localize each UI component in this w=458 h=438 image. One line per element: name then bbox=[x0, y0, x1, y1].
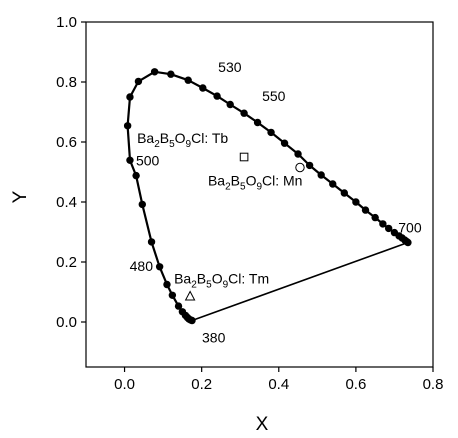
locus-point bbox=[340, 189, 349, 197]
formula-text: Cl: Tm bbox=[228, 271, 269, 287]
formula-text: Ba bbox=[137, 130, 154, 146]
wavelength-label: 500 bbox=[136, 152, 160, 168]
locus-point bbox=[384, 224, 393, 233]
wavelength-label: 700 bbox=[398, 220, 422, 236]
locus-point bbox=[167, 70, 175, 78]
sample-label: Ba2B5O9Cl: Tm bbox=[174, 271, 269, 291]
formula-text: B bbox=[197, 271, 206, 287]
locus-point bbox=[126, 156, 134, 164]
x-tick-label: 0.8 bbox=[423, 376, 444, 393]
locus-point bbox=[317, 171, 325, 179]
y-tick-label: 0.2 bbox=[56, 254, 77, 271]
x-tick-label: 0.6 bbox=[345, 376, 366, 393]
formula-subscript: 2 bbox=[225, 182, 231, 193]
y-tick-label: 0.4 bbox=[56, 194, 77, 211]
y-tick-label: 1.0 bbox=[56, 14, 77, 31]
formula-text: O bbox=[246, 173, 257, 189]
formula-subscript: 2 bbox=[154, 139, 160, 150]
locus-point bbox=[178, 308, 187, 316]
locus-point bbox=[174, 302, 183, 310]
y-tick-label: 0.0 bbox=[56, 314, 77, 331]
formula-text: O bbox=[175, 130, 186, 146]
locus-point bbox=[199, 84, 207, 92]
locus-point bbox=[280, 139, 289, 147]
locus-point bbox=[123, 122, 132, 130]
wavelength-label-layer: 380 480 500 530 550 700 bbox=[130, 59, 422, 345]
locus-point bbox=[240, 109, 248, 117]
locus-point bbox=[371, 213, 379, 222]
locus-point bbox=[138, 200, 146, 209]
formula-subscript: 5 bbox=[169, 139, 175, 150]
locus-point bbox=[150, 68, 159, 76]
sample-marker-square bbox=[239, 152, 249, 162]
locus-point bbox=[226, 100, 234, 109]
formula-text: Ba bbox=[174, 271, 191, 287]
y-tick-label: 0.8 bbox=[56, 74, 77, 91]
wavelength-label: 530 bbox=[218, 59, 242, 75]
locus-point bbox=[163, 280, 171, 289]
locus-point bbox=[184, 76, 192, 84]
locus-point bbox=[361, 206, 370, 214]
sample-label: Ba2B5O9Cl: Mn bbox=[208, 173, 303, 193]
locus-point bbox=[155, 263, 164, 271]
series-layer bbox=[123, 68, 412, 325]
formula-text: B bbox=[231, 173, 240, 189]
locus-point bbox=[267, 128, 275, 137]
locus-point bbox=[126, 93, 134, 101]
locus-point bbox=[329, 180, 337, 188]
sample-marker-circle bbox=[295, 162, 305, 173]
formula-text: Cl: Tb bbox=[191, 130, 228, 146]
x-tick-label: 0.4 bbox=[268, 376, 289, 393]
locus-point bbox=[294, 150, 302, 158]
locus-point bbox=[134, 77, 143, 86]
formula-subscript: 9 bbox=[223, 280, 229, 291]
formula-subscript: 5 bbox=[240, 182, 246, 193]
purple-line bbox=[191, 241, 409, 322]
axis-ticks: 0.0 0.2 0.4 0.6 0.8 0.0 0.2 0.4 0.6 0.8 1.0 bbox=[56, 14, 443, 393]
formula-text: B bbox=[160, 130, 169, 146]
wavelength-label: 380 bbox=[202, 330, 226, 346]
locus-point bbox=[147, 238, 156, 246]
formula-text: Ba bbox=[208, 173, 225, 189]
locus-point bbox=[404, 238, 412, 247]
sample-marker-triangle bbox=[184, 290, 196, 301]
formula-text: Cl: Mn bbox=[262, 173, 302, 189]
wavelength-label: 480 bbox=[130, 258, 154, 274]
locus-point bbox=[305, 161, 314, 170]
locus-point bbox=[168, 291, 177, 299]
locus-point bbox=[379, 220, 387, 228]
locus-point bbox=[352, 198, 360, 206]
x-tick-label: 0.2 bbox=[191, 376, 212, 393]
formula-subscript: 2 bbox=[191, 280, 197, 291]
formula-subscript: 9 bbox=[256, 182, 262, 193]
locus-point bbox=[132, 171, 140, 180]
formula-subscript: 5 bbox=[206, 280, 212, 291]
x-axis-title: X bbox=[256, 414, 269, 435]
locus-point bbox=[213, 92, 221, 100]
formula-text: O bbox=[212, 271, 223, 287]
x-tick-label: 0.0 bbox=[114, 376, 135, 393]
y-axis-title: Y bbox=[10, 190, 31, 203]
formula-subscript: 9 bbox=[186, 139, 192, 150]
plot-frame bbox=[85, 21, 434, 368]
wavelength-label: 550 bbox=[262, 88, 286, 104]
locus-point bbox=[253, 118, 262, 127]
sample-label: Ba2B5O9Cl: Tb bbox=[137, 130, 228, 150]
y-tick-label: 0.6 bbox=[56, 134, 77, 151]
